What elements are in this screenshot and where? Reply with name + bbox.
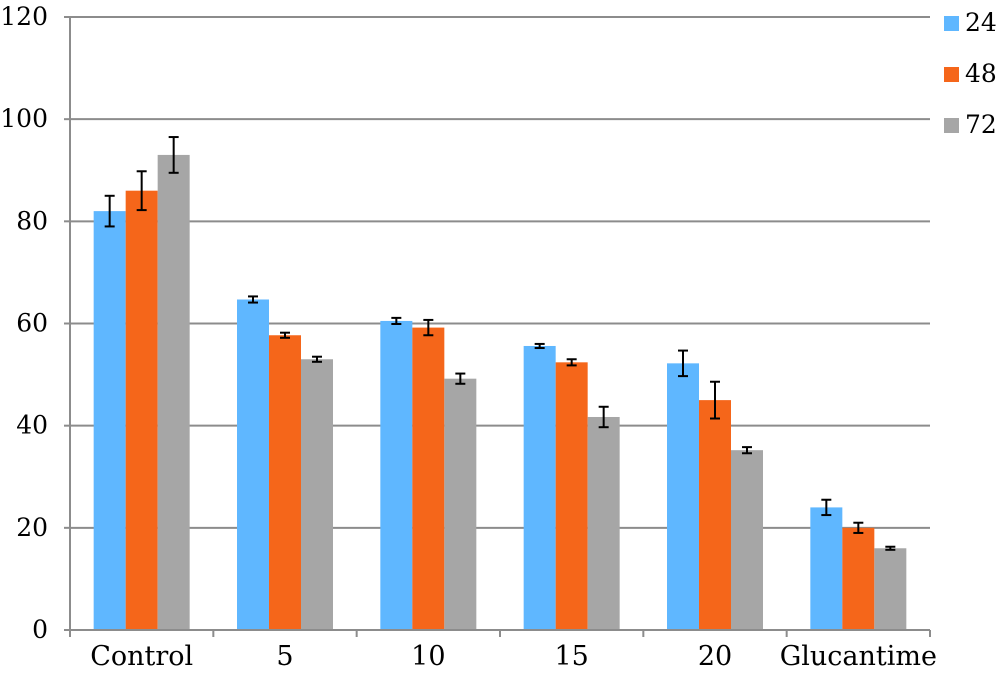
x-axis-labels: Control 5 10 15 20 Glucantime <box>90 641 937 672</box>
x-category-label: 15 <box>554 641 588 672</box>
bar-24-control <box>93 211 126 630</box>
legend-swatch-72 <box>944 118 959 133</box>
bar-48-15 <box>555 362 588 630</box>
x-category-label: 10 <box>411 641 445 672</box>
bar-48-10 <box>412 327 445 630</box>
axes <box>69 17 931 637</box>
legend-swatch-48 <box>944 67 959 82</box>
legend-label: 72 <box>965 110 997 139</box>
bar-72-control <box>157 154 190 631</box>
legend-swatch-24 <box>944 16 959 31</box>
legend-label: 24 <box>965 8 997 37</box>
bar-48-5 <box>269 335 301 630</box>
bar-series <box>93 154 907 631</box>
bar-24-20 <box>667 363 699 630</box>
legend: 24 48 72 <box>944 8 997 139</box>
x-category-label: Control <box>90 641 193 672</box>
bar-72-10 <box>444 378 477 630</box>
error-bars <box>104 136 896 551</box>
bar-48-20 <box>699 400 731 630</box>
y-tick-label: 0 <box>32 615 48 644</box>
x-category-label: 5 <box>276 641 293 672</box>
legend-label: 48 <box>965 59 997 88</box>
y-tick-label: 60 <box>16 309 48 338</box>
bar-24-15 <box>523 345 556 630</box>
bar-72-glucantime <box>874 548 907 630</box>
bar-48-glucantime <box>842 527 875 630</box>
bar-48-control <box>125 190 158 630</box>
y-tick-label: 100 <box>0 104 48 133</box>
x-category-label: 20 <box>698 641 732 672</box>
gridlines <box>70 16 930 529</box>
bar-24-5 <box>237 299 269 630</box>
bar-24-10 <box>380 320 413 630</box>
y-axis-ticks: 0 20 40 60 80 100 120 <box>0 2 70 644</box>
y-tick-label: 20 <box>16 513 48 542</box>
x-category-label: Glucantime <box>780 641 937 672</box>
y-tick-label: 40 <box>16 411 48 440</box>
bar-72-20 <box>731 450 763 630</box>
bar-24-glucantime <box>810 507 843 630</box>
bar-72-5 <box>301 359 333 630</box>
y-tick-label: 80 <box>16 206 48 235</box>
bar-72-15 <box>587 416 620 630</box>
y-tick-label: 120 <box>0 2 48 31</box>
